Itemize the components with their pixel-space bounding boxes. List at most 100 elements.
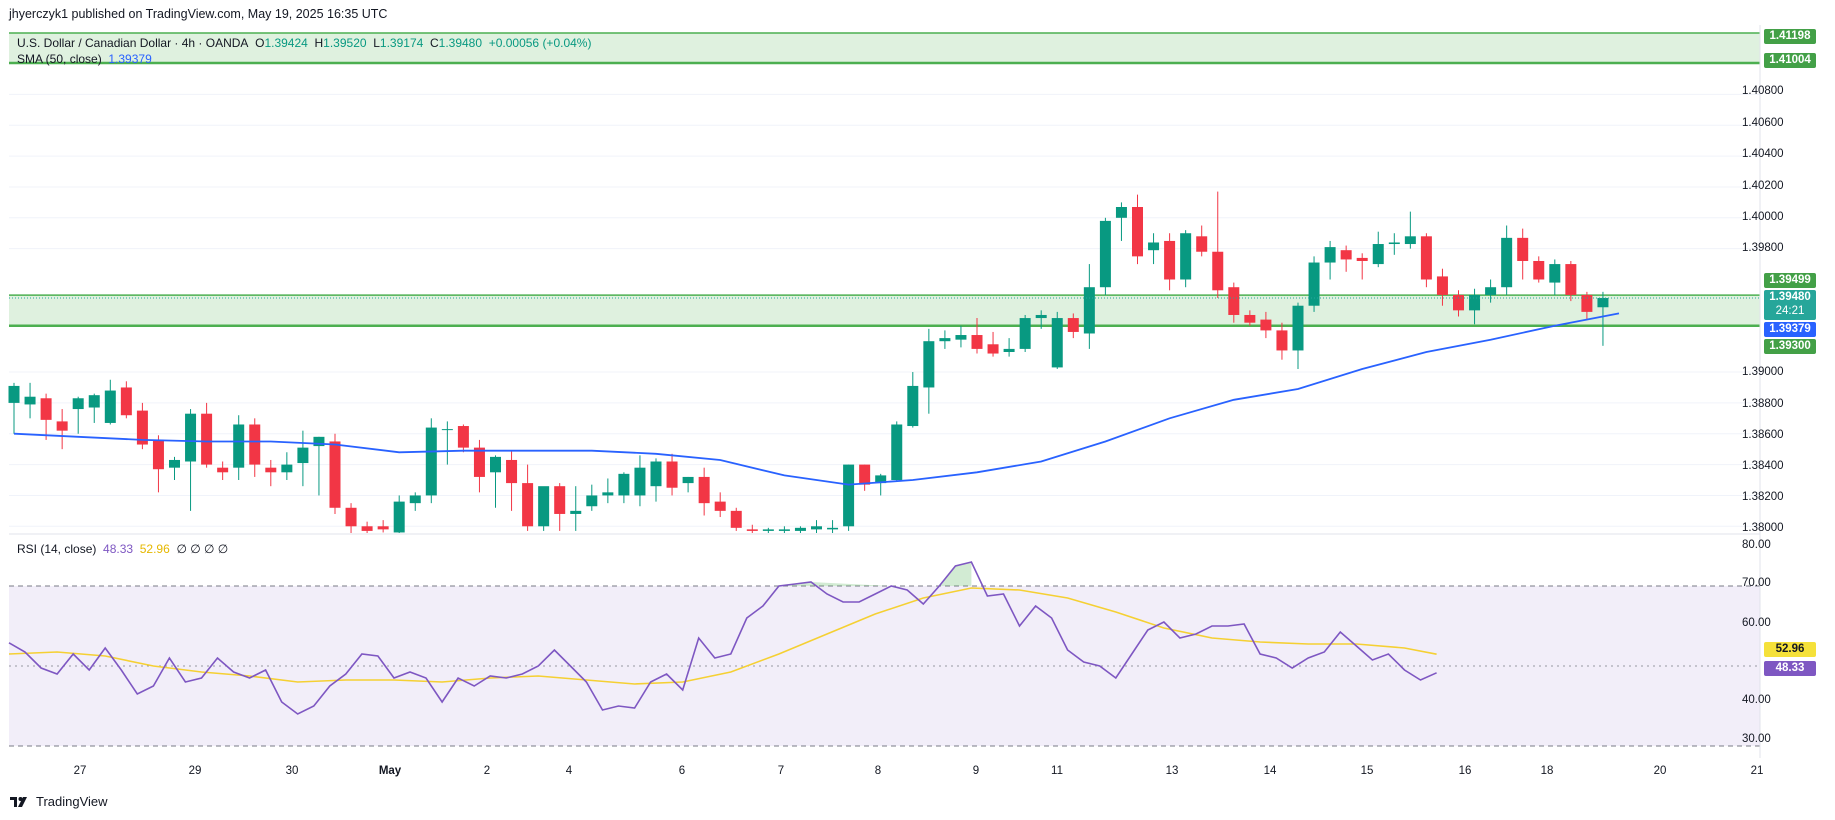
countdown-value: 24:21 xyxy=(1775,305,1805,317)
candle-body xyxy=(794,527,806,531)
low-value: 1.39174 xyxy=(379,36,424,50)
candle-body xyxy=(1501,237,1513,288)
candle-body xyxy=(1469,294,1481,311)
candle-body xyxy=(698,476,710,504)
candle-body xyxy=(843,464,855,527)
rsi-ma-line xyxy=(8,587,1437,685)
time-tick: 8 xyxy=(874,765,882,777)
time-tick: 13 xyxy=(1165,765,1179,777)
candle-body xyxy=(393,501,405,533)
candle-body xyxy=(249,424,261,465)
candle-body xyxy=(361,526,373,531)
sma-value: 1.39379 xyxy=(108,52,152,66)
time-tick: 20 xyxy=(1653,765,1667,777)
candle-body xyxy=(265,467,277,473)
rsi-ma-value: 52.96 xyxy=(139,542,170,556)
candle-body xyxy=(778,529,790,531)
candle-body xyxy=(169,459,180,468)
candle-body xyxy=(104,390,116,423)
tradingview-footer[interactable]: TradingView xyxy=(10,794,108,809)
candlestick-series xyxy=(8,191,1760,533)
candle-body xyxy=(1388,242,1400,245)
candle-body xyxy=(538,486,550,527)
candle-body xyxy=(8,385,20,403)
time-tick: 4 xyxy=(565,765,573,777)
candle-body xyxy=(1260,319,1272,331)
zone-fill xyxy=(9,33,1760,63)
candle-body xyxy=(1035,314,1047,319)
rsi-ma-badge: 52.96 xyxy=(1764,642,1816,657)
close-label: C xyxy=(429,36,439,50)
candle-body xyxy=(1340,250,1352,260)
candle-body xyxy=(1549,264,1561,283)
price-tick: 1.40200 xyxy=(1742,180,1784,192)
tradingview-logo-text: TradingView xyxy=(36,794,108,809)
candle-body xyxy=(1404,236,1416,245)
candle-body xyxy=(1244,314,1256,323)
price-tick: 1.40800 xyxy=(1742,85,1784,97)
candle-body xyxy=(345,507,357,527)
rsi-tick: 60.00 xyxy=(1742,617,1771,629)
candle-body xyxy=(152,439,164,470)
rsi-overbought-fill xyxy=(778,562,972,586)
candle-body xyxy=(1436,276,1448,295)
candle-body xyxy=(313,436,325,447)
symbol-legend: U.S. Dollar / Canadian Dollar · 4h · OAN… xyxy=(17,36,591,50)
rsi-legend[interactable]: RSI (14, close) 48.33 52.96 ∅ ∅ ∅ ∅ xyxy=(17,542,228,556)
candle-body xyxy=(1308,262,1320,306)
candle-body xyxy=(120,387,132,416)
price-tick: 1.39800 xyxy=(1742,242,1784,254)
candle-body xyxy=(746,529,758,531)
price-tick: 1.39000 xyxy=(1742,366,1784,378)
candle-body xyxy=(570,510,582,514)
candle-body xyxy=(971,335,983,349)
rsi-tick: 30.00 xyxy=(1742,733,1771,745)
time-tick: 16 xyxy=(1458,765,1472,777)
candle-body xyxy=(1356,257,1368,261)
candle-body xyxy=(634,467,646,496)
price-tick: 1.40600 xyxy=(1742,117,1784,129)
sma-line xyxy=(13,312,1620,486)
last-price-value: 1.39480 xyxy=(1769,291,1811,303)
candle-body xyxy=(409,495,421,504)
time-tick: 2 xyxy=(483,765,491,777)
candle-body xyxy=(1485,287,1497,295)
candle-body xyxy=(425,427,437,496)
candle-body xyxy=(1276,330,1288,351)
candle-body xyxy=(72,398,84,410)
candle-body xyxy=(1597,298,1609,308)
candle-body xyxy=(1517,237,1529,261)
candle-body xyxy=(1420,236,1432,280)
high-label: H xyxy=(314,36,324,50)
last-price-badge: 1.39480 24:21 xyxy=(1764,290,1816,320)
open-label: O xyxy=(255,36,265,50)
candle-body xyxy=(811,526,822,530)
candle-body xyxy=(24,396,36,405)
candle-body xyxy=(1115,207,1127,218)
candle-body xyxy=(714,501,726,511)
zone-mid-low-badge: 1.39300 xyxy=(1764,339,1816,354)
sma-legend[interactable]: SMA (50, close) 1.39379 xyxy=(17,52,152,66)
candle-body xyxy=(907,385,919,427)
rsi-label: RSI (14, close) xyxy=(17,542,97,556)
candle-body xyxy=(1083,287,1095,334)
candle-body xyxy=(441,429,453,431)
candle-body xyxy=(329,441,341,508)
candle-body xyxy=(891,424,903,481)
candle-body xyxy=(586,495,598,507)
price-tick: 1.40000 xyxy=(1742,211,1784,223)
candle-body xyxy=(939,338,951,342)
candle-body xyxy=(217,467,229,473)
sma-label: SMA (50, close) xyxy=(17,52,102,66)
candle-body xyxy=(666,461,678,488)
change-value: +0.00056 (+0.04%) xyxy=(488,36,592,50)
close-value: 1.39480 xyxy=(438,36,483,50)
rsi-tick: 70.00 xyxy=(1742,577,1771,589)
time-tick: 11 xyxy=(1051,765,1063,777)
published-by-text: jhyerczyk1 published on TradingView.com,… xyxy=(9,7,388,21)
candle-body xyxy=(88,395,100,408)
rsi-tick: 40.00 xyxy=(1742,694,1771,706)
candle-body xyxy=(682,476,694,484)
symbol-name[interactable]: U.S. Dollar / Canadian Dollar · 4h · OAN… xyxy=(17,36,249,50)
